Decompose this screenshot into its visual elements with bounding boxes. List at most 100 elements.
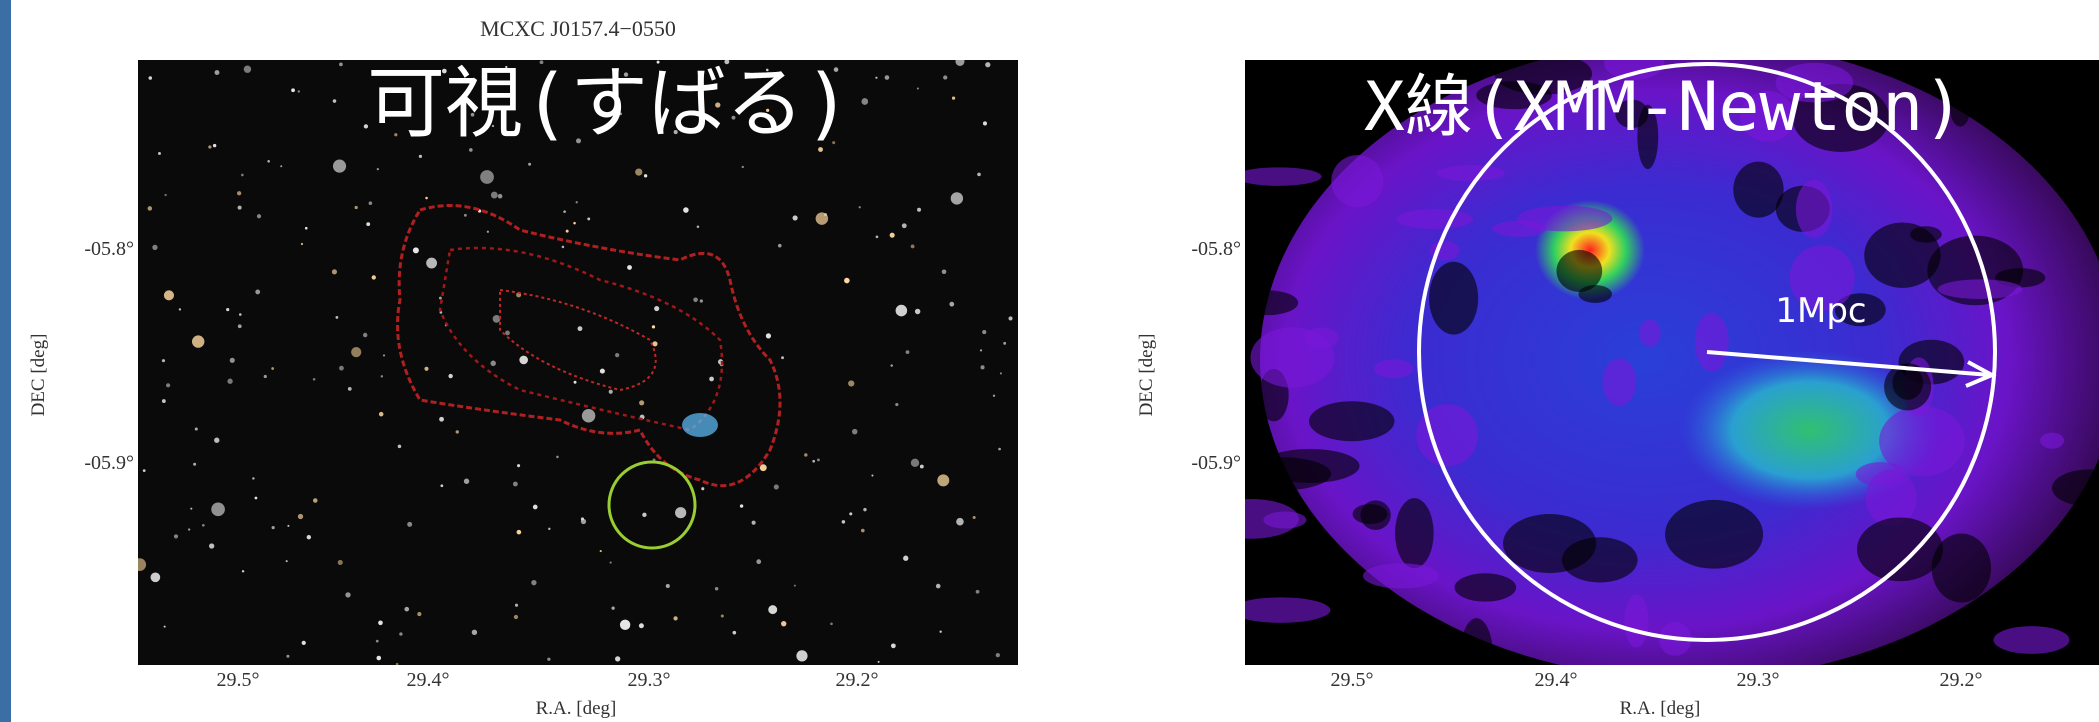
- star: [287, 525, 289, 527]
- star: [227, 379, 232, 384]
- star: [652, 325, 655, 328]
- star: [208, 145, 211, 148]
- star: [952, 96, 955, 99]
- star: [490, 361, 495, 366]
- star: [890, 233, 895, 238]
- star: [796, 650, 807, 661]
- star: [267, 160, 270, 163]
- blob: [1796, 180, 1832, 239]
- star: [272, 526, 275, 529]
- star: [917, 208, 921, 212]
- star: [816, 212, 828, 224]
- star: [985, 62, 990, 67]
- optical-image: [138, 60, 1018, 665]
- star: [794, 585, 796, 587]
- star: [876, 235, 879, 238]
- star: [301, 243, 303, 245]
- star: [472, 630, 477, 635]
- star: [896, 305, 908, 317]
- xray-panel: 1Mpc X線(XMM-Newton): [1203, 40, 2099, 692]
- y-tick-label: -05.9°: [1191, 452, 1241, 474]
- star: [955, 57, 964, 66]
- star: [804, 453, 807, 456]
- y-axis-label: DEC [deg]: [1136, 334, 1157, 417]
- star: [627, 265, 632, 270]
- star: [917, 87, 919, 89]
- blob: [1455, 573, 1517, 601]
- star: [639, 623, 644, 628]
- optical-panel: 可視(すばる): [133, 57, 1018, 666]
- star: [715, 587, 718, 590]
- side-bar: [0, 0, 11, 722]
- blob: [1232, 457, 1332, 490]
- star: [852, 429, 858, 435]
- star: [179, 308, 181, 310]
- star: [666, 584, 670, 588]
- star: [871, 475, 873, 477]
- star: [377, 168, 379, 170]
- star: [642, 513, 646, 517]
- star: [911, 245, 915, 249]
- star: [162, 399, 166, 403]
- star: [980, 349, 982, 351]
- star: [174, 534, 178, 538]
- blob: [1437, 165, 1505, 181]
- blob: [1331, 155, 1383, 207]
- star: [209, 543, 214, 548]
- star: [332, 269, 337, 274]
- star: [164, 290, 174, 300]
- star: [226, 308, 229, 311]
- star: [166, 383, 170, 387]
- star: [611, 606, 614, 609]
- star: [581, 519, 586, 524]
- star: [241, 174, 244, 177]
- star: [515, 604, 518, 607]
- star: [211, 502, 225, 516]
- star: [697, 225, 700, 228]
- star: [709, 377, 714, 382]
- blob: [1263, 512, 1306, 529]
- figure: MCXC J0157.4−0550 可視(すばる) 1Mpc X線(XMM-Ne…: [0, 0, 2099, 722]
- star: [214, 438, 219, 443]
- star: [298, 514, 303, 519]
- star: [906, 350, 910, 354]
- star: [700, 299, 703, 302]
- star: [942, 269, 947, 274]
- star: [333, 99, 337, 103]
- star: [848, 380, 854, 386]
- star: [903, 556, 908, 561]
- blob: [1429, 262, 1478, 335]
- star: [480, 170, 494, 184]
- star: [162, 359, 165, 362]
- star: [280, 165, 282, 167]
- star: [202, 524, 205, 527]
- star: [333, 160, 346, 173]
- star: [993, 395, 995, 397]
- star: [271, 367, 274, 370]
- star: [949, 302, 954, 307]
- star: [998, 448, 1001, 451]
- star: [937, 474, 949, 486]
- star: [193, 463, 196, 466]
- star: [956, 518, 964, 526]
- y-tick-label: -05.9°: [84, 452, 134, 474]
- star: [830, 623, 833, 626]
- star: [683, 207, 689, 213]
- star: [152, 245, 157, 250]
- star: [396, 663, 399, 666]
- blob: [1857, 517, 1943, 581]
- star: [547, 658, 550, 661]
- star: [844, 278, 850, 284]
- star: [307, 535, 311, 539]
- star: [242, 570, 244, 572]
- star: [355, 206, 358, 209]
- star: [849, 512, 852, 515]
- star: [498, 194, 503, 199]
- star: [528, 163, 531, 166]
- star: [426, 258, 437, 269]
- star: [620, 620, 630, 630]
- star: [255, 497, 258, 500]
- star: [752, 521, 756, 525]
- figure-title: MCXC J0157.4−0550: [480, 16, 676, 41]
- x-tick-label: 29.5°: [217, 669, 260, 691]
